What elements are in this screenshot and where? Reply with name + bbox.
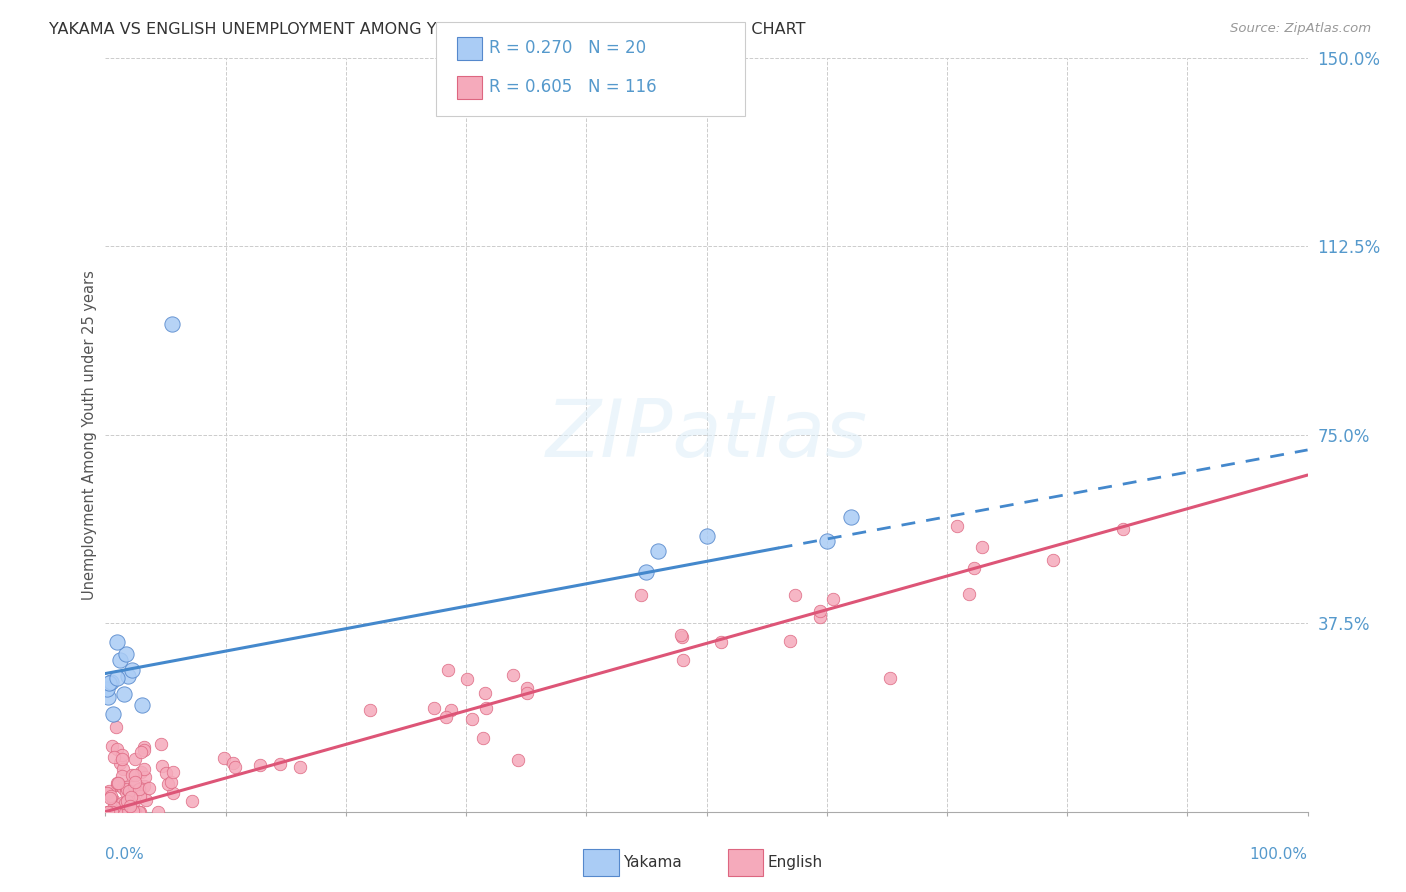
- Text: R = 0.605   N = 116: R = 0.605 N = 116: [489, 78, 657, 96]
- Text: 0.0%: 0.0%: [105, 847, 145, 863]
- Text: YAKAMA VS ENGLISH UNEMPLOYMENT AMONG YOUTH UNDER 25 YEARS CORRELATION CHART: YAKAMA VS ENGLISH UNEMPLOYMENT AMONG YOU…: [49, 22, 806, 37]
- Text: ZIPatlas: ZIPatlas: [546, 396, 868, 474]
- Text: Yakama: Yakama: [623, 855, 682, 870]
- Y-axis label: Unemployment Among Youth under 25 years: Unemployment Among Youth under 25 years: [82, 270, 97, 599]
- Text: R = 0.270   N = 20: R = 0.270 N = 20: [489, 39, 647, 57]
- Text: Source: ZipAtlas.com: Source: ZipAtlas.com: [1230, 22, 1371, 36]
- Text: English: English: [768, 855, 823, 870]
- Text: 100.0%: 100.0%: [1250, 847, 1308, 863]
